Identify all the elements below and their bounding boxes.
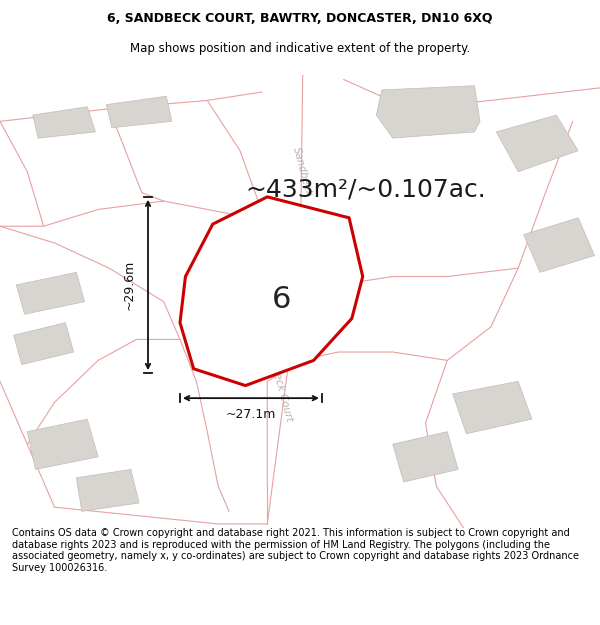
Polygon shape [453,381,532,434]
Text: Sandbeck Court: Sandbeck Court [263,340,294,422]
Text: ~433m²/~0.107ac.: ~433m²/~0.107ac. [245,177,486,201]
Polygon shape [180,197,363,386]
Polygon shape [221,231,278,272]
Polygon shape [76,469,139,511]
Text: Map shows position and indicative extent of the property.: Map shows position and indicative extent… [130,42,470,54]
Polygon shape [27,419,98,469]
Text: Contains OS data © Crown copyright and database right 2021. This information is : Contains OS data © Crown copyright and d… [12,528,579,573]
Text: Sandbeck: Sandbeck [291,146,314,198]
Polygon shape [393,432,458,482]
Polygon shape [524,218,595,272]
Polygon shape [14,322,74,364]
Polygon shape [16,272,85,314]
Polygon shape [376,86,480,138]
Polygon shape [496,115,578,172]
Text: ~29.6m: ~29.6m [123,260,136,310]
Text: ~27.1m: ~27.1m [226,408,276,421]
Text: 6: 6 [271,285,291,314]
Polygon shape [33,107,95,138]
Text: 6, SANDBECK COURT, BAWTRY, DONCASTER, DN10 6XQ: 6, SANDBECK COURT, BAWTRY, DONCASTER, DN… [107,12,493,25]
Polygon shape [106,96,172,128]
